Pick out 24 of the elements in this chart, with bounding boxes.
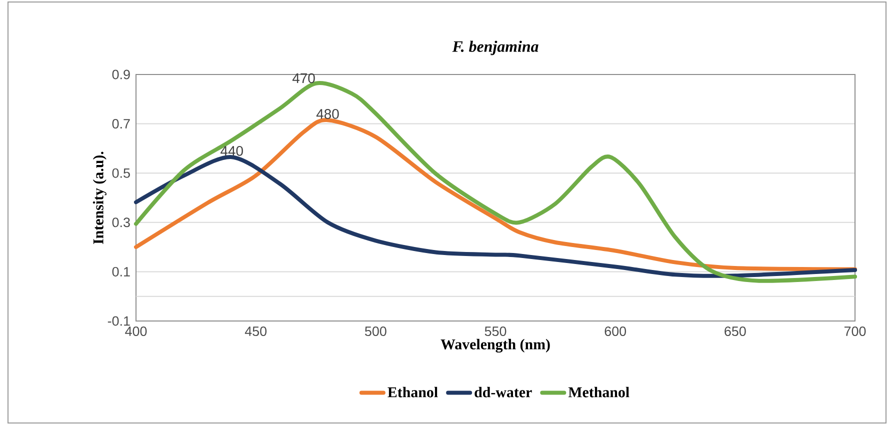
y-tick-label: 0.9 — [112, 70, 130, 80]
x-tick-label: 700 — [844, 326, 866, 336]
y-axis-title: Intensity (a.u). — [92, 152, 106, 244]
legend-label: dd-water — [474, 386, 532, 398]
annotation: 470 — [292, 73, 315, 84]
line-series — [134, 155, 858, 278]
x-tick-label: 550 — [484, 326, 506, 336]
x-axis-title: Wavelength (nm) — [440, 338, 550, 353]
x-tick-label: 600 — [604, 326, 626, 336]
line-series — [134, 118, 858, 272]
x-tick-label: 450 — [244, 326, 267, 336]
legend-label: Methanol — [568, 386, 630, 398]
y-tick-label: -0.1 — [108, 316, 130, 326]
legend-label: Ethanol — [388, 386, 438, 398]
y-tick-label: 0.7 — [112, 119, 130, 129]
annotation: 480 — [316, 109, 339, 119]
y-tick-label: 0.3 — [112, 218, 130, 228]
chart-title: F. benjamina — [452, 40, 538, 56]
x-tick-label: 650 — [724, 326, 746, 336]
x-tick-label: 400 — [125, 326, 147, 336]
y-tick-label: 0.5 — [112, 168, 130, 178]
y-tick-label: 0.1 — [112, 266, 130, 276]
x-tick-label: 500 — [364, 326, 386, 336]
annotation: 440 — [220, 146, 243, 156]
